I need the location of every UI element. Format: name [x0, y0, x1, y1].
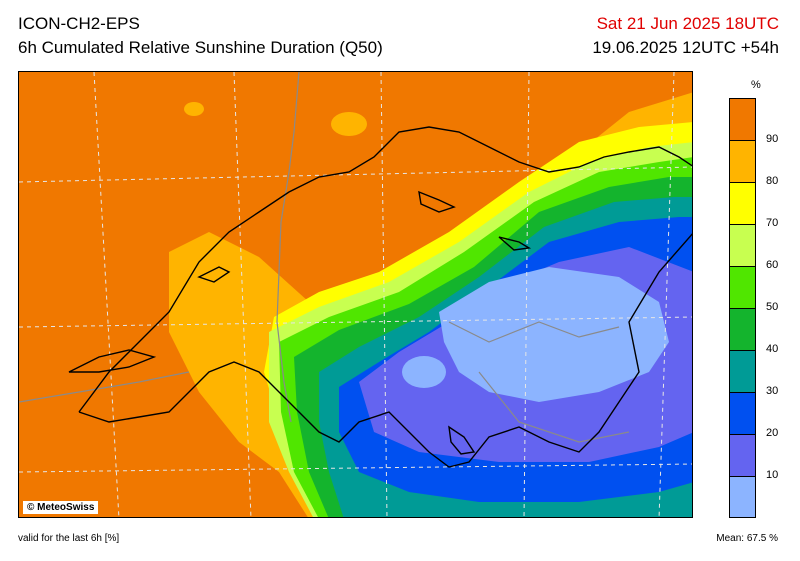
- sunshine-map: [18, 71, 693, 518]
- field-light-blue-spot: [402, 356, 446, 388]
- legend-band: [730, 393, 755, 435]
- legend-tick-label: 20: [766, 427, 779, 439]
- legend-band: [730, 309, 755, 351]
- run-info: 19.06.2025 12UTC +54h: [592, 38, 779, 57]
- legend-tick-label: 80: [766, 175, 779, 187]
- legend-band: [730, 183, 755, 225]
- mean-readout: Mean: 67.5 %: [716, 533, 778, 544]
- copyright-label: © MeteoSwiss: [23, 501, 99, 514]
- legend-band: [730, 267, 755, 309]
- field-amber-spot: [331, 112, 367, 136]
- legend-unit: %: [751, 79, 761, 91]
- legend-tick-label: 70: [766, 217, 779, 229]
- graticule: [19, 72, 692, 517]
- legend-tick-label: 10: [766, 469, 779, 481]
- legend-tick-label: 90: [766, 133, 779, 145]
- legend-band: [730, 477, 755, 517]
- valid-note: valid for the last 6h [%]: [18, 533, 120, 544]
- legend-tick-label: 40: [766, 343, 779, 355]
- country-borders: [19, 72, 630, 443]
- legend-tick-label: 30: [766, 385, 779, 397]
- product-title: 6h Cumulated Relative Sunshine Duration …: [18, 38, 383, 57]
- model-title: ICON-CH2-EPS: [18, 14, 140, 33]
- color-legend: [729, 98, 756, 518]
- mean-value: 67.5 %: [746, 533, 778, 544]
- legend-tick-label: 50: [766, 301, 779, 313]
- field-light-blue: [439, 267, 669, 402]
- legend-band: [730, 225, 755, 267]
- legend-band: [730, 99, 755, 141]
- valid-time: Sat 21 Jun 2025 18UTC: [596, 14, 779, 33]
- mean-label: Mean:: [716, 533, 745, 544]
- legend-band: [730, 141, 755, 183]
- legend-band: [730, 351, 755, 393]
- legend-tick-label: 60: [766, 259, 779, 271]
- legend-band: [730, 435, 755, 477]
- sunshine-map-svg: [19, 72, 692, 517]
- field-amber-spot-2: [184, 102, 204, 116]
- switzerland-outline: [68, 126, 692, 468]
